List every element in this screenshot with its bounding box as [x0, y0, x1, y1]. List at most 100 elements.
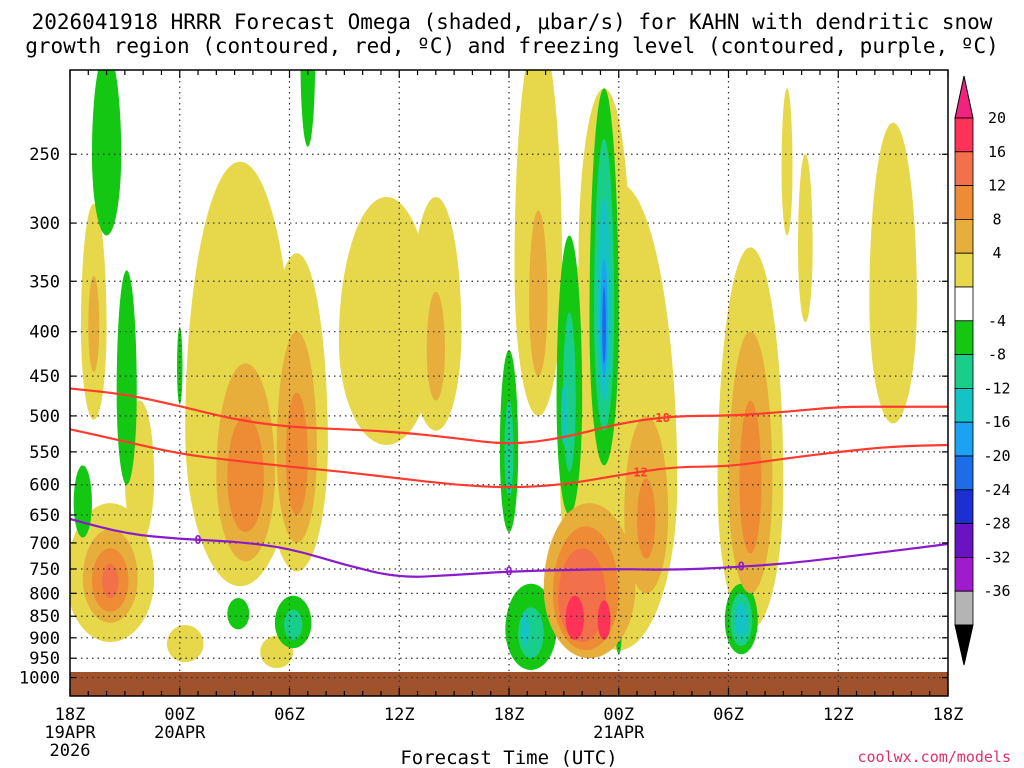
colorbar-box-9 — [954, 421, 974, 457]
omega-region-descent-38 — [284, 609, 303, 640]
x-tick-label-0: 18Z — [55, 705, 86, 725]
contour-label-0-0: -18 — [648, 411, 670, 425]
colorbar-top-arrow — [954, 75, 974, 119]
grid-lines — [70, 70, 948, 696]
omega-region-ascent-7 — [338, 197, 435, 445]
omega-region-descent-17 — [116, 270, 137, 485]
omega-region-descent-52 — [521, 611, 530, 647]
y-tick-label-250: 250 — [29, 145, 60, 165]
omega-region-descent-41 — [562, 312, 576, 472]
colorbar-label-2: 12 — [988, 177, 1006, 195]
colorbar-box-3 — [954, 218, 974, 254]
colorbar-label-4: 4 — [992, 244, 1001, 262]
colorbar-box-13 — [954, 557, 974, 592]
omega-region-ascent-15 — [798, 154, 813, 323]
omega-region-ascent-48 — [637, 478, 656, 559]
x-tick-label-30: 00Z — [603, 705, 634, 725]
colorbar-label-13: -36 — [983, 582, 1010, 600]
omega-region-descent-16 — [91, 70, 122, 236]
colorbar-box-12 — [954, 523, 974, 558]
omega-region-ascent-54 — [102, 563, 119, 599]
colorbar-label-12: -32 — [983, 548, 1010, 566]
x-tick-label-24: 18Z — [494, 705, 525, 725]
y-tick-label-400: 400 — [29, 323, 60, 343]
omega-region-ascent-59 — [597, 600, 611, 640]
temperature-contours: -18 -12 0 0 0 — [70, 387, 948, 578]
y-tick-label-350: 350 — [29, 272, 60, 292]
colorbar-box-4 — [954, 252, 974, 288]
omega-shading — [70, 70, 917, 670]
omega-region-ascent-34 — [529, 210, 548, 377]
colorbar-label-11: -28 — [983, 515, 1010, 533]
contour-line-1 — [70, 428, 948, 489]
omega-region-ascent-58 — [565, 595, 584, 640]
y-tick-label-600: 600 — [29, 476, 60, 496]
colorbar-box-10 — [954, 455, 974, 491]
y-tick-label-850: 850 — [29, 607, 60, 627]
omega-region-ascent-14 — [781, 88, 793, 236]
y-tick-label-750: 750 — [29, 560, 60, 580]
omega-region-descent-18 — [73, 465, 92, 538]
colorbar-label-3: 8 — [992, 210, 1001, 228]
colorbar-box-5 — [954, 286, 974, 322]
chart-title-line1: 2026041918 HRRR Forecast Omega (shaded, … — [32, 10, 993, 34]
colorbar-box-7 — [954, 354, 974, 389]
colorbar-box-14 — [954, 590, 974, 626]
chart-title-line2: growth region (contoured, red, ºC) and f… — [25, 34, 999, 58]
x-tick-label-6: 00Z — [164, 705, 195, 725]
colorbar-label-1: 16 — [988, 143, 1006, 161]
omega-region-ascent-13 — [869, 122, 917, 424]
omega-region-descent-20 — [300, 70, 316, 147]
contour-label-2-2: 0 — [738, 560, 745, 574]
colorbar-box-0 — [954, 117, 974, 153]
colorbar-box-11 — [954, 489, 974, 524]
y-tick-label-950: 950 — [29, 649, 60, 669]
y-axis: 2503003504004505005506006507007508008509… — [19, 145, 948, 689]
omega-region-descent-57 — [602, 286, 606, 364]
contour-label-1-0: -12 — [626, 465, 648, 479]
x-tick-label-12: 06Z — [274, 705, 305, 725]
colorbar-label-6: -8 — [988, 346, 1006, 364]
x-tick-label-18: 12Z — [384, 705, 415, 725]
y-tick-label-300: 300 — [29, 214, 60, 234]
y-tick-label-550: 550 — [29, 443, 60, 463]
colorbar-label-7: -12 — [983, 379, 1010, 397]
colorbar-box-6 — [954, 320, 974, 355]
omega-region-ascent-29 — [88, 275, 100, 372]
omega-region-ascent-33 — [426, 291, 445, 401]
y-tick-label-900: 900 — [29, 629, 60, 649]
x-tick-label-42: 12Z — [823, 705, 854, 725]
y-tick-label-1000: 1000 — [19, 669, 60, 689]
colorbar-box-2 — [954, 185, 974, 220]
y-tick-label-500: 500 — [29, 407, 60, 427]
colorbar-label-5: -4 — [988, 312, 1006, 330]
y-tick-label-650: 650 — [29, 506, 60, 526]
omega-region-descent-19 — [177, 326, 183, 405]
y-tick-label-700: 700 — [29, 534, 60, 554]
x-axis-label: Forecast Time (UTC) — [400, 747, 617, 768]
colorbar-label-9: -20 — [983, 447, 1010, 465]
contour-label-2-0: 0 — [194, 533, 201, 547]
omega-region-ascent-49 — [739, 400, 762, 554]
x-tick-year-0: 2026 — [50, 741, 91, 761]
y-tick-label-450: 450 — [29, 367, 60, 387]
colorbar-label-8: -16 — [983, 413, 1010, 431]
x-tick-label-36: 06Z — [713, 705, 744, 725]
colorbar-bottom-arrow — [954, 624, 974, 666]
plot-area: -18 -12 0 0 0 250 300 350 400 450 500 550 600 650 700… — [19, 69, 963, 761]
x-tick-date-30: 21APR — [593, 723, 645, 743]
omega-region-descent-21 — [227, 598, 250, 630]
omega-region-ascent-45 — [227, 415, 264, 532]
contour-line-2 — [70, 517, 948, 578]
colorbar-label-0: 20 — [988, 109, 1006, 127]
omega-region-descent-53 — [561, 384, 567, 445]
omega-region-descent-39 — [504, 400, 514, 498]
contour-label-2-1: 0 — [505, 564, 512, 578]
colorbar-label-10: -24 — [983, 481, 1010, 499]
colorbar-box-1 — [954, 151, 974, 187]
x-tick-date-0: 19APR — [44, 723, 96, 743]
x-tick-label-48: 18Z — [933, 705, 964, 725]
colorbar: 20 16 12 8 4 -4 -8 -12 -16 -20 -24 -28 -32 -36 — [954, 75, 1011, 666]
